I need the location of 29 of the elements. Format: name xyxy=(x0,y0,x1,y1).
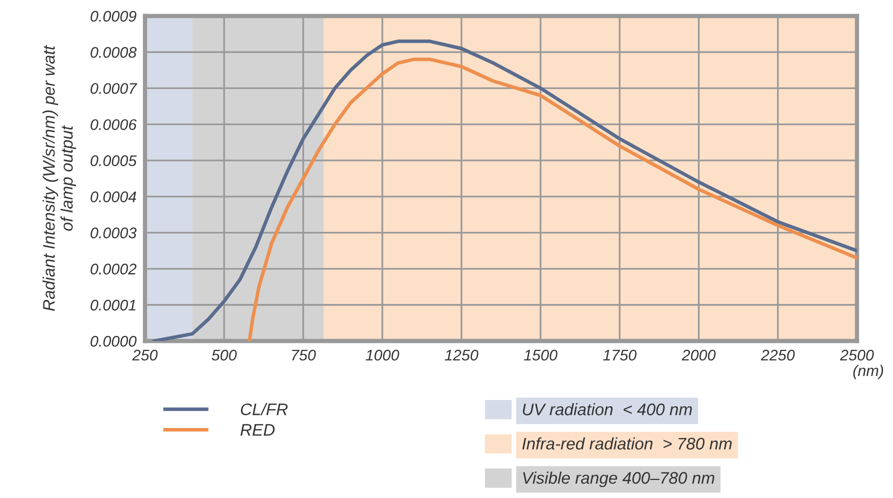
line-series xyxy=(152,40,857,341)
x-tick-label: 1000 xyxy=(366,350,400,361)
line-series xyxy=(248,58,857,341)
y-tick-label: 0.0006 xyxy=(90,119,137,130)
legend-label: Infra-red radiation > 780 nm xyxy=(522,437,732,450)
y-tick-label: 0.0002 xyxy=(90,264,136,274)
x-tick-label: 750 xyxy=(292,350,316,361)
y-tick-label: 0.0003 xyxy=(90,228,137,238)
x-tick-label: 2000 xyxy=(682,350,716,361)
y-tick-label: 0.0000 xyxy=(90,336,137,347)
y-tick-label: 0.0008 xyxy=(90,46,137,58)
y-tick-label: 0.0005 xyxy=(90,155,137,166)
x-axis-title: (nm) xyxy=(853,364,884,380)
x-tick-label: 1250 xyxy=(444,350,478,361)
y-tick-label: 0.0009 xyxy=(90,10,136,22)
x-tick-label: 500 xyxy=(212,350,237,361)
y-tick-label: 0.0007 xyxy=(90,83,138,94)
x-tick-label: 1500 xyxy=(524,350,558,361)
x-tick-label: 1750 xyxy=(603,350,637,361)
x-tick-label: 2250 xyxy=(760,350,795,361)
y-tick-label: 0.0001 xyxy=(90,300,136,311)
y-axis-title: Radiant Intensity (W/sr/nm) per watt of lamp output xyxy=(42,45,76,311)
x-tick-label: 2500 xyxy=(840,350,874,361)
legend-label: Visible range 400–780 nm xyxy=(523,472,714,488)
legend-label: CL/FR xyxy=(240,403,288,416)
x-tick-label: 250 xyxy=(132,350,158,361)
legend-label: UV radiation < 400 nm xyxy=(522,403,692,416)
y-tick-label: 0.0004 xyxy=(90,191,136,202)
legend-label: RED xyxy=(240,424,275,436)
